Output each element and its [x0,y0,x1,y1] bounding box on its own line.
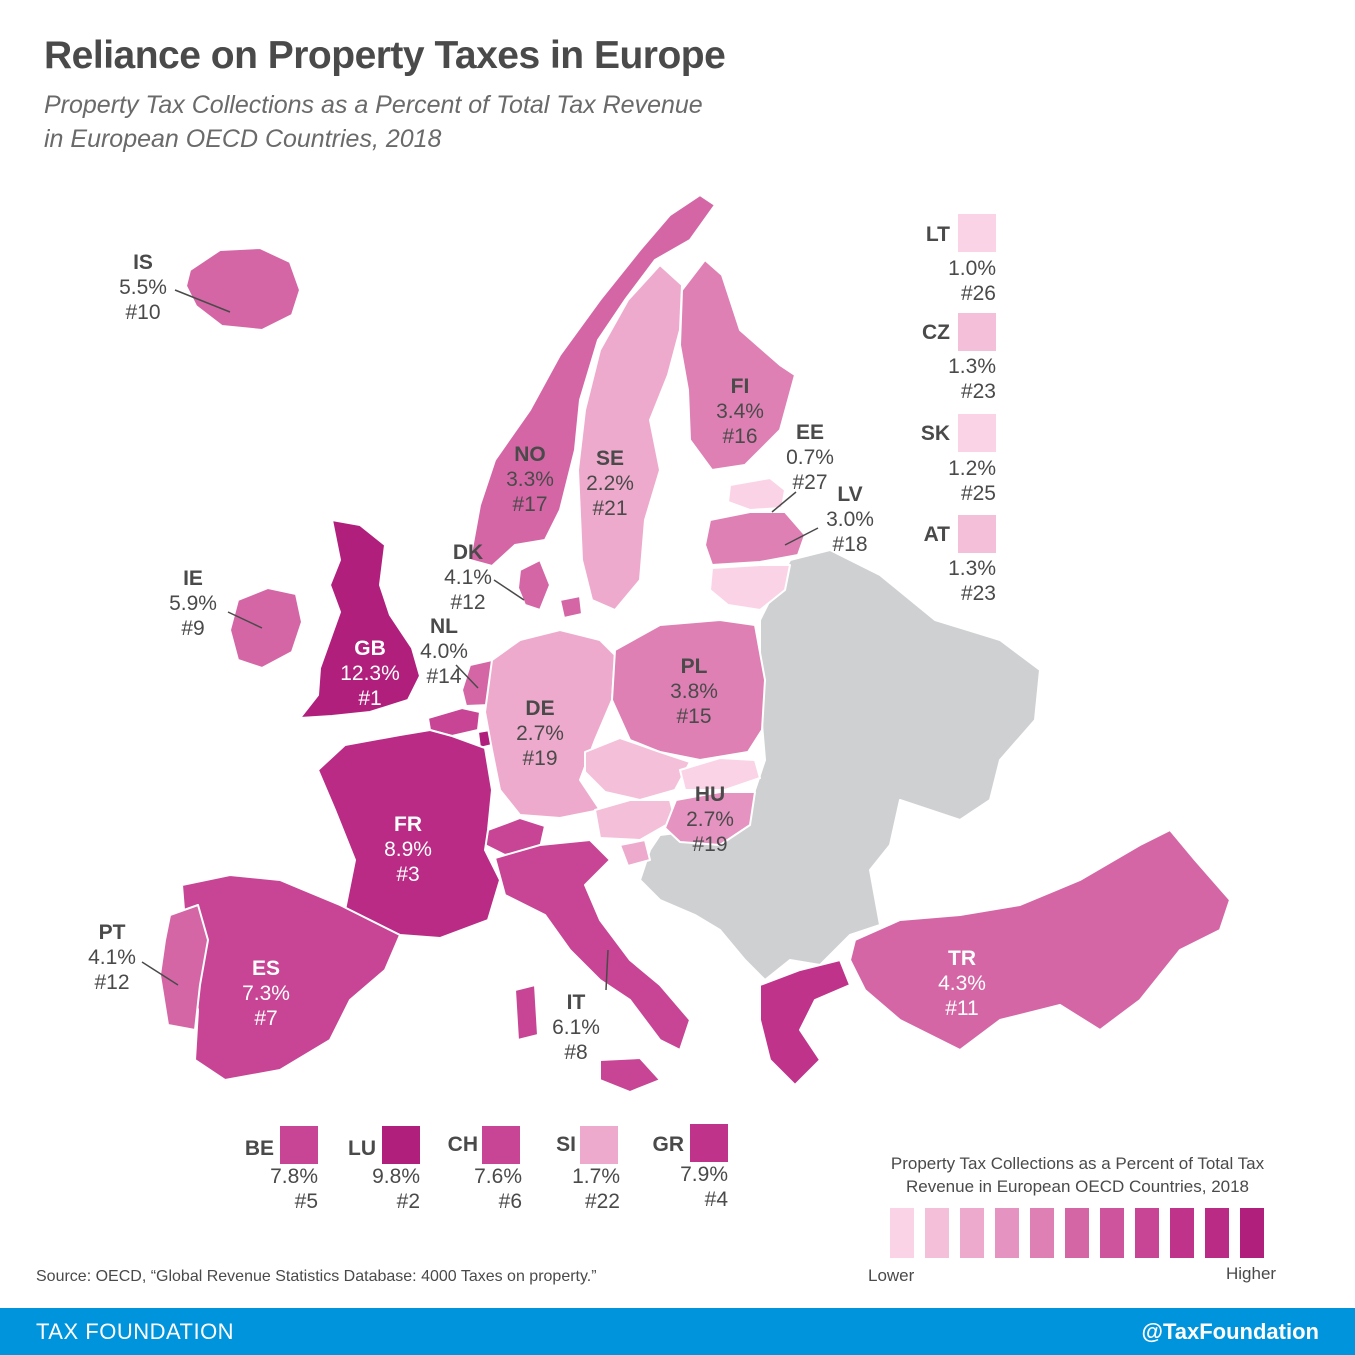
country-fi [679,259,796,471]
label-tr: TR 4.3% #11 [938,947,986,1020]
country-gb [299,519,421,719]
scale-step [890,1208,914,1258]
country-si [619,839,651,867]
leader-ie [227,611,263,629]
country-de [484,629,616,819]
country-lv [704,511,806,566]
subtitle-line-2: in European OECD Countries, 2018 [44,125,442,153]
subtitle-line-1: Property Tax Collections as a Percent of… [44,91,703,119]
label-pl: PL 3.8% #15 [670,655,718,728]
scale-legend-title: Property Tax Collections as a Percent of… [890,1154,1265,1196]
scale-step [925,1208,949,1258]
label-nl: NL 4.0% #14 [420,615,468,688]
label-dk: DK 4.1% #12 [444,541,492,614]
value-cz: 1.3% #23 [948,355,996,403]
country-tr [849,829,1231,1051]
swatch-ch [482,1126,520,1164]
label-lu: LU [348,1137,376,1160]
scale-legend-bar [890,1208,1264,1258]
scale-step [1030,1208,1054,1258]
country-ee [727,477,786,511]
country-pt [159,904,209,1031]
country-hu [664,791,756,846]
scale-step [1240,1208,1264,1258]
scale-step [1135,1208,1159,1258]
label-de: DE 2.7% #19 [516,697,564,770]
swatch-cz [958,313,996,351]
label-is: IS 5.5% #10 [119,251,167,324]
leader-lv [784,527,819,546]
label-pt: PT 4.1% #12 [88,921,136,994]
scale-lower-label: Lower [868,1266,915,1285]
value-gr: 7.9% #4 [680,1163,728,1211]
label-be: BE [244,1137,274,1160]
leader-ee [771,491,797,513]
leader-pt [141,961,179,986]
value-lt: 1.0% #26 [948,257,996,305]
country-is [185,247,301,331]
page-subtitle: Property Tax Collections as a Percent of… [44,88,804,156]
source-note: Source: OECD, “Global Revenue Statistics… [36,1268,597,1285]
label-at: AT [923,523,950,546]
value-sk: 1.2% #25 [948,457,996,505]
country-it [494,839,691,1093]
value-si: 1.7% #22 [572,1165,620,1213]
country-cz [584,737,691,801]
country-gr [759,959,851,1086]
scale-step [960,1208,984,1258]
swatch-lu [382,1126,420,1164]
label-it: IT 6.1% #8 [552,991,600,1064]
country-lt [709,564,791,611]
country-no [469,194,716,567]
swatch-be [280,1126,318,1164]
label-se: SE 2.2% #21 [586,447,634,520]
non-oecd-east [639,549,1041,981]
country-pl [611,619,766,761]
label-fi: FI 3.4% #16 [716,375,764,448]
footer-brand[interactable]: TAX FOUNDATION [36,1319,235,1344]
scale-higher-label: Higher [1226,1264,1277,1283]
label-ie: IE 5.9% #9 [169,567,217,640]
scale-step [1170,1208,1194,1258]
label-lv: LV 3.0% #18 [826,483,874,556]
swatch-lt [958,214,996,252]
value-at: 1.3% #23 [948,557,996,605]
scale-step [1100,1208,1124,1258]
label-lt: LT [925,223,950,246]
value-be: 7.8% #5 [270,1165,318,1213]
scale-step [1065,1208,1089,1258]
swatch-si [580,1126,618,1164]
country-sk [679,757,761,791]
leader-it [605,949,609,991]
label-hu: HU 2.7% #19 [686,783,734,856]
label-ch: CH [447,1133,478,1156]
country-se [577,264,683,611]
country-es [181,874,401,1081]
leader-is [174,289,231,313]
scale-step [1205,1208,1229,1258]
label-gb: GB 12.3% #1 [340,637,400,710]
value-ch: 7.6% #6 [474,1165,522,1213]
swatch-sk [958,414,996,452]
country-ie [229,587,303,669]
label-no: NO 3.3% #17 [506,443,554,516]
footer-bar: TAX FOUNDATION @TaxFoundation [0,1308,1355,1355]
leader-dk [493,579,525,601]
leader-nl [455,664,479,689]
label-fr: FR 8.9% #3 [384,813,432,886]
country-dk [517,559,583,619]
footer-handle[interactable]: @TaxFoundation [1141,1319,1319,1344]
label-ee: EE 0.7% #27 [786,421,834,494]
label-si: SI [556,1133,576,1156]
label-cz: CZ [922,321,950,344]
label-gr: GR [652,1133,685,1156]
swatch-at [958,515,996,553]
swatch-gr [690,1124,728,1162]
label-es: ES 7.3% #7 [242,957,290,1030]
value-lu: 9.8% #2 [372,1165,420,1213]
page-title: Reliance on Property Taxes in Europe [44,34,726,77]
label-sk: SK [920,422,950,445]
scale-step [995,1208,1019,1258]
